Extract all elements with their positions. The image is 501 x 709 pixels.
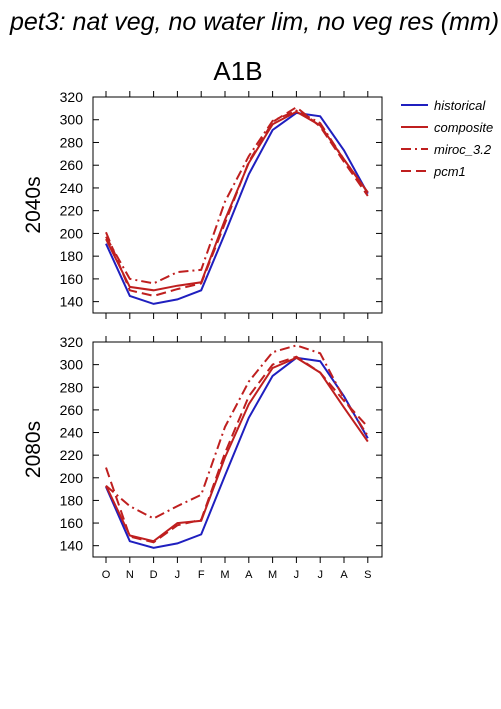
- series-line-pcm1: [105, 355, 369, 544]
- scenario-title: A1B: [213, 56, 262, 86]
- series-line-miroc_3.2: [105, 344, 369, 520]
- y-tick-label: 140: [60, 538, 84, 554]
- y-tick-label: 320: [60, 334, 84, 350]
- y-tick-label: 220: [60, 447, 84, 463]
- x-tick-label: J: [294, 569, 300, 581]
- y-tick-label: 300: [60, 357, 84, 373]
- y-tick-label: 180: [60, 248, 84, 264]
- legend-label-miroc_3.2: miroc_3.2: [434, 142, 492, 157]
- x-tick-label: F: [198, 569, 205, 581]
- plot-frame: [92, 96, 383, 314]
- legend-label-pcm1: pcm1: [433, 164, 466, 179]
- y-tick-label: 220: [60, 203, 84, 219]
- y-tick-label: 200: [60, 225, 84, 241]
- panel-2080s: 140 160 180 200 220 240 260 280 300 320 2080s: [22, 334, 383, 563]
- x-tick-label: N: [126, 569, 134, 581]
- y-tick-label: 320: [60, 89, 84, 105]
- x-tick-label: S: [364, 569, 371, 581]
- series-line-miroc_3.2: [105, 109, 369, 285]
- y-tick-label: 160: [60, 515, 84, 531]
- chart-title: pet3: nat veg, no water lim, no veg res …: [9, 8, 499, 36]
- panel-2040s: 140 160 180 200 220 240 260 280 300 320 2040s: [22, 89, 383, 319]
- series-line-historical: [105, 111, 369, 305]
- y-tick-label: 240: [60, 180, 84, 196]
- x-tick-label: M: [220, 569, 229, 581]
- y-tick-label: 240: [60, 425, 84, 441]
- y-tick-label: 280: [60, 379, 84, 395]
- period-label: 2080s: [22, 421, 45, 478]
- panels: 140 160 180 200 220 240 260 280 300 320 2040s 140 16…: [22, 89, 383, 563]
- y-tick-label: 280: [60, 134, 84, 150]
- x-tick-label: M: [268, 569, 277, 581]
- series-line-composite: [105, 110, 369, 292]
- y-tick-label: 180: [60, 492, 84, 508]
- period-label: 2040s: [22, 176, 45, 233]
- y-tick-label: 200: [60, 470, 84, 486]
- x-tick-label: D: [150, 569, 158, 581]
- y-tick-label: 300: [60, 112, 84, 128]
- x-tick-label: J: [175, 569, 181, 581]
- y-tick-label: 260: [60, 402, 84, 418]
- x-tick-label: A: [340, 569, 348, 581]
- y-tick-label: 140: [60, 294, 84, 310]
- series-line-pcm1: [105, 105, 369, 297]
- series-line-historical: [105, 356, 369, 549]
- legend: historical composite miroc_3.2 pcm1: [401, 98, 493, 179]
- plot-frame: [92, 341, 383, 558]
- y-tick-label: 260: [60, 157, 84, 173]
- x-tick-label: A: [245, 569, 253, 581]
- x-tick-label: O: [102, 569, 111, 581]
- legend-label-composite: composite: [434, 120, 493, 135]
- legend-label-historical: historical: [434, 98, 486, 113]
- y-tick-label: 160: [60, 271, 84, 287]
- x-tick-label: J: [317, 569, 323, 581]
